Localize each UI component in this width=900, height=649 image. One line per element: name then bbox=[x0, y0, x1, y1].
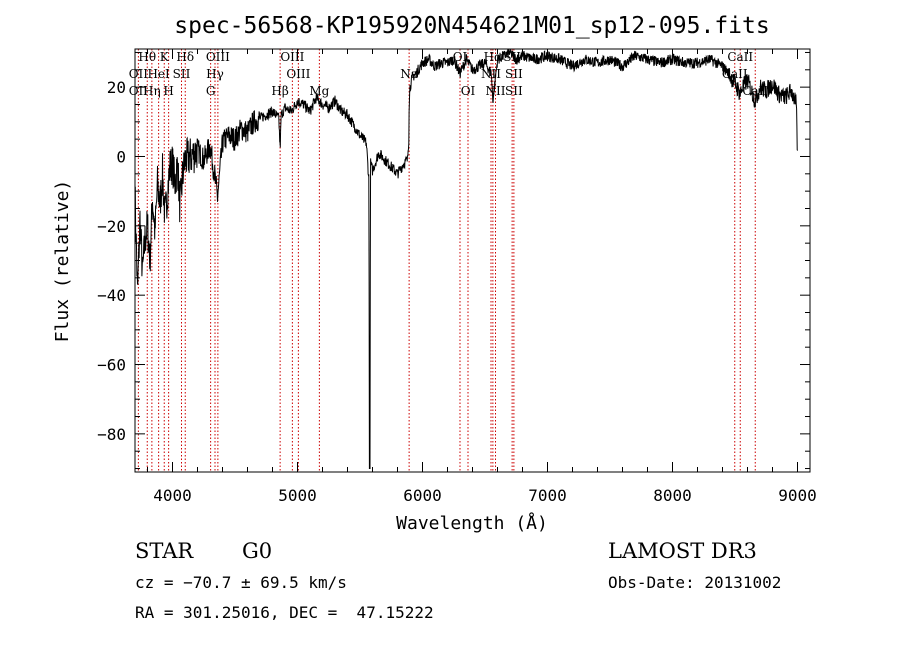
x-tick-label: 6000 bbox=[403, 486, 442, 505]
y-axis-ticks: −80 −60 −40 −20 0 20 bbox=[97, 51, 810, 470]
x-tick-label: 9000 bbox=[778, 486, 817, 505]
marker-label: NII bbox=[486, 84, 506, 98]
marker-label: OIII bbox=[206, 50, 230, 64]
survey-name: LAMOST DR3 bbox=[608, 539, 757, 563]
observation-date: Obs-Date: 20131002 bbox=[608, 573, 782, 592]
y-tick-label: 0 bbox=[116, 147, 126, 166]
series-flux bbox=[134, 48, 798, 469]
marker-label: H bbox=[163, 84, 173, 98]
line-markers bbox=[137, 49, 756, 472]
y-tick-label: 20 bbox=[107, 78, 126, 97]
x-tick-label: 8000 bbox=[653, 486, 692, 505]
object-subclass: G0 bbox=[242, 539, 273, 563]
x-tick-label: 5000 bbox=[278, 486, 317, 505]
marker-label: OII bbox=[129, 67, 149, 81]
y-tick-label: −60 bbox=[97, 356, 126, 375]
marker-label: K bbox=[160, 50, 170, 64]
plot-frame bbox=[134, 48, 811, 473]
marker-label: Hη bbox=[143, 84, 161, 98]
marker-label: OI bbox=[453, 50, 468, 64]
object-class: STAR bbox=[135, 539, 194, 563]
x-axis-ticks: 4000 5000 6000 7000 8000 9000 bbox=[147, 49, 817, 505]
y-tick-label: −40 bbox=[97, 286, 126, 305]
marker-label: Hθ bbox=[138, 50, 156, 64]
x-axis-label: Wavelength (Å) bbox=[396, 512, 548, 534]
y-tick-label: −80 bbox=[97, 425, 126, 444]
marker-label: SII bbox=[505, 67, 523, 81]
marker-label: Hδ bbox=[176, 50, 194, 64]
marker-label: CaII bbox=[727, 50, 753, 64]
x-tick-label: 7000 bbox=[528, 486, 567, 505]
marker-label: OIII bbox=[280, 50, 304, 64]
marker-label: OIII bbox=[286, 67, 310, 81]
marker-label: Mg bbox=[309, 84, 329, 98]
y-axis-label: Flux (relative) bbox=[52, 180, 73, 343]
marker-label: Hβ bbox=[271, 84, 288, 98]
marker-label: G bbox=[206, 84, 216, 98]
marker-label: SII bbox=[505, 84, 523, 98]
redshift-cz: cz = −70.7 ± 69.5 km/s bbox=[135, 573, 347, 592]
coordinates: RA = 301.25016, DEC = 47.15222 bbox=[135, 603, 434, 622]
marker-label: SII bbox=[173, 67, 191, 81]
marker-label: HeI bbox=[147, 67, 170, 81]
marker-label: OI bbox=[461, 84, 476, 98]
marker-label: Hγ bbox=[206, 67, 224, 81]
x-tick-label: 4000 bbox=[153, 486, 192, 505]
y-tick-label: −20 bbox=[97, 217, 126, 236]
chart-title: spec-56568-KP195920N454621M01_sp12-095.f… bbox=[174, 13, 769, 39]
